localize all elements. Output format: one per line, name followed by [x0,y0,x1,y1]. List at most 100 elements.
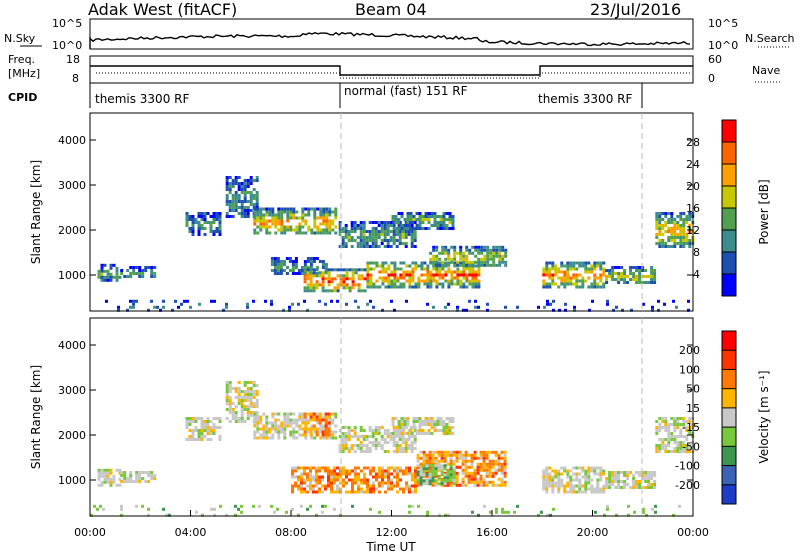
heatmap-cell [397,224,401,227]
heatmap-cell [479,483,483,487]
heatmap-cell [394,429,398,432]
heatmap-cell [185,417,189,420]
heatmap-cell [605,486,609,489]
heatmap-cell [432,248,436,252]
heatmap-cell [655,432,659,435]
heatmap-cell [225,390,229,393]
heatmap-cell [336,268,340,272]
heatmap-cell [497,453,501,457]
heatmap-cell [451,417,455,420]
heatmap-cell [218,224,222,227]
heatmap-cell [488,459,492,463]
heatmap-cell [464,468,468,472]
heatmap-cell [440,450,444,454]
heatmap-cell [294,484,297,488]
heatmap-cell [380,444,384,447]
heatmap-cell [106,272,110,276]
heatmap-cell [362,242,366,245]
heatmap-cell [283,424,287,428]
heatmap-cell [411,279,415,283]
heatmap-cell [321,274,325,278]
colorbar-tick-label: 200 [679,344,700,357]
heatmap-cell [291,507,294,511]
heatmap-cell [210,299,213,303]
heatmap-cell [153,272,157,275]
heatmap-cell [410,450,414,453]
velocity-ylabel: Slant Range [km] [29,365,43,469]
heatmap-cell [440,453,444,457]
heatmap-cell [387,279,391,283]
heatmap-cell [398,450,402,453]
heatmap-cell [431,456,435,460]
heatmap-cell [434,473,438,477]
heatmap-cell [409,429,413,432]
heatmap-cell [246,191,250,194]
heatmap-cell [477,251,481,255]
heatmap-cell [419,473,423,477]
heatmap-cell [286,213,290,217]
heatmap-cell [301,219,305,223]
heatmap-cell [611,471,615,474]
heatmap-cell [270,257,274,260]
heatmap-cell [313,225,317,229]
heatmap-cell [390,478,393,482]
heatmap-cell [363,472,366,476]
heatmap-cell [325,228,329,232]
heatmap-cell [557,481,561,485]
heatmap-cell [109,468,113,472]
heatmap-cell [262,225,266,229]
heatmap-cell [354,271,358,275]
heatmap-cell [200,438,204,441]
heatmap-cell [383,224,387,227]
heatmap-cell [476,456,480,460]
heatmap-cell [231,408,235,411]
heatmap-cell [575,490,579,494]
heatmap-cell [407,447,411,450]
heatmap-cell [289,210,293,214]
heatmap-cell [455,477,459,481]
heatmap-cell [109,477,113,481]
heatmap-cell [318,260,322,263]
heatmap-cell [599,261,603,265]
heatmap-cell [575,273,579,277]
heatmap-cell [397,432,401,435]
heatmap-cell [459,285,463,289]
heatmap-cell [342,472,345,476]
heatmap-cell [495,245,499,249]
heatmap-cell [503,450,507,454]
heatmap-cell [670,212,674,215]
heatmap-cell [362,435,366,438]
heatmap-cell [422,467,426,471]
heatmap-cell [231,215,235,218]
heatmap-cell [344,441,348,444]
heatmap-cell [433,221,437,224]
heatmap-cell [664,221,668,224]
heatmap-cell [301,210,305,214]
heatmap-cell [405,299,408,303]
heatmap-cell [249,209,253,212]
heatmap-cell [383,230,387,233]
heatmap-cell [259,427,263,431]
heatmap-cell [188,438,192,441]
heatmap-cell [209,221,213,224]
heatmap-cell [396,285,400,289]
heatmap-cell [575,285,579,289]
heatmap-cell [324,504,327,508]
heatmap-cell [428,453,432,457]
heatmap-cell [372,267,376,271]
heatmap-cell [482,462,486,466]
heatmap-cell [661,438,665,441]
noise-tick-left-bottom: 10^0 [52,39,82,52]
heatmap-cell [280,228,284,232]
heatmap-cell [492,245,496,249]
heatmap-cell [319,231,323,235]
heatmap-cell [409,227,413,230]
heatmap-cell [174,299,177,303]
heatmap-cell [255,197,259,200]
heatmap-cell [442,221,446,224]
heatmap-cell [417,276,421,280]
heatmap-cell [368,221,372,224]
heatmap-cell [664,447,668,450]
heatmap-cell [228,411,232,414]
heatmap-cell [366,484,369,488]
